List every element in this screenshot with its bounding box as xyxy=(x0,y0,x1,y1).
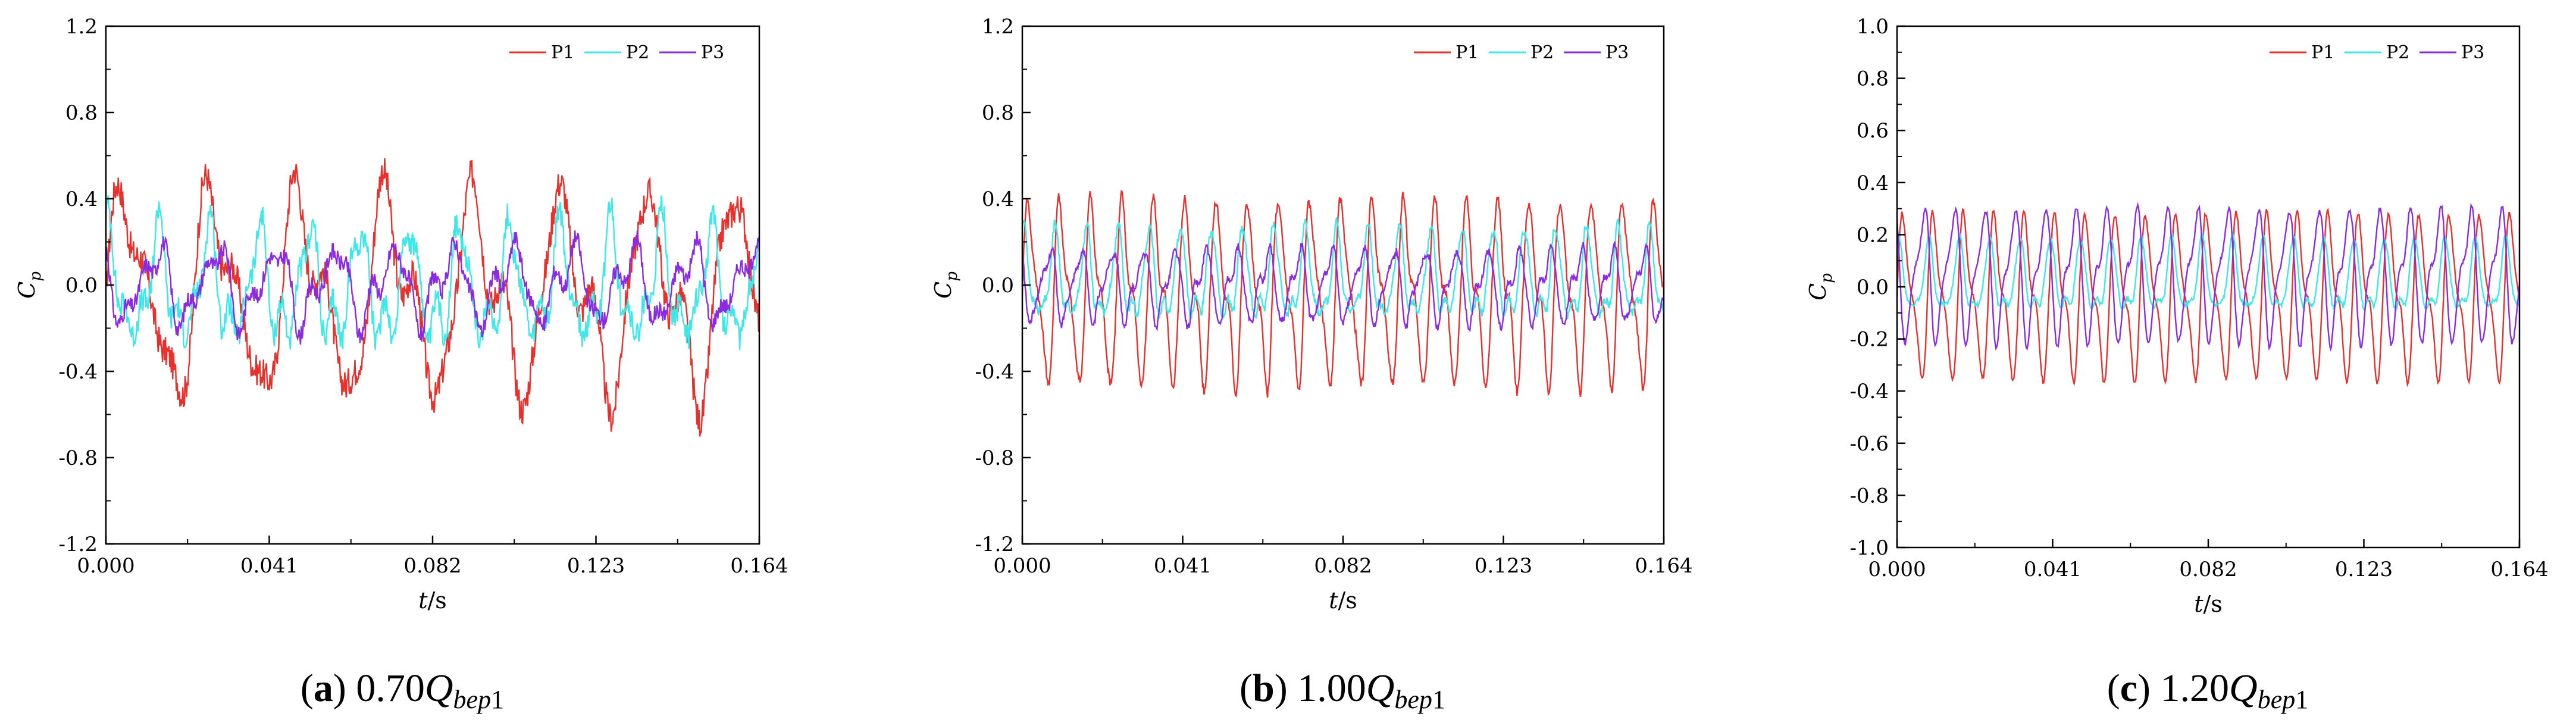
chart-panel-a: -1.2 -0.8 -0.4 0.0 0.4 0.8 1.2 0.000 0.041 0.082 0… xyxy=(14,15,788,714)
chart-panel-c: -1.0 -0.8 -0.6 -0.4 -0.2 0.0 0.2 0.4 0.6 0.8 1.0 0.… xyxy=(1805,15,2549,714)
legend-label-p3: P3 xyxy=(701,42,724,63)
y-axis-label: Cp xyxy=(1805,273,1836,301)
x-tick-label: 0.164 xyxy=(1635,554,1692,578)
legend-label-p3: P3 xyxy=(1605,42,1629,63)
y-tick-label: -1.2 xyxy=(975,533,1014,556)
y-tick-label: -0.8 xyxy=(975,446,1014,470)
panel-caption: (b) 1.00Qbep1 xyxy=(1240,666,1445,714)
y-tick-label: 1.2 xyxy=(982,15,1014,39)
y-tick-label: -0.4 xyxy=(58,360,98,384)
y-tick-label: 0.8 xyxy=(982,101,1014,125)
x-tick-label: 0.123 xyxy=(2335,558,2393,581)
x-tick-label: 0.082 xyxy=(2179,558,2237,581)
series-line-p3 xyxy=(1897,202,2519,352)
y-tick-label: 0.4 xyxy=(982,187,1014,211)
series-line-p1 xyxy=(1022,189,1664,398)
y-tick-label: 0.4 xyxy=(65,187,98,211)
panel-caption: (c) 1.20Qbep1 xyxy=(2107,666,2308,714)
legend: P1 P2 P3 xyxy=(2270,42,2484,63)
x-tick-label: 0.000 xyxy=(1868,558,1926,581)
y-tick-label: 0.8 xyxy=(1857,67,1889,91)
x-tick-label: 0.041 xyxy=(2024,558,2082,581)
legend-label-p1: P1 xyxy=(1456,42,1479,63)
legend-label-p3: P3 xyxy=(2461,42,2484,63)
chart-panel-b: -1.2 -0.8 -0.4 0.0 0.4 0.8 1.2 0.000 0.041 0.082 0… xyxy=(930,15,1693,714)
series-group xyxy=(1897,202,2519,387)
x-tick-label: 0.164 xyxy=(2490,558,2548,581)
y-tick-label: 0.4 xyxy=(1857,171,1889,195)
y-tick-label: -0.4 xyxy=(975,360,1014,384)
x-axis-label: t/s xyxy=(418,587,447,614)
y-axis-label: Cp xyxy=(930,271,961,299)
y-tick-label: 0.0 xyxy=(65,274,98,298)
series-line-p2 xyxy=(106,195,759,351)
x-tick-label: 0.123 xyxy=(1475,554,1532,578)
x-tick-label: 0.082 xyxy=(1314,554,1372,578)
y-axis-label: Cp xyxy=(14,271,45,299)
x-tick-label: 0.000 xyxy=(77,554,134,578)
y-tick-label: -1.2 xyxy=(58,533,98,556)
y-tick-label: 0.2 xyxy=(1857,223,1889,247)
series-line-p2 xyxy=(1022,217,1664,320)
y-tick-label: -0.6 xyxy=(1849,432,1889,456)
x-axis-label: t/s xyxy=(2194,591,2223,617)
y-tick-label: 0.8 xyxy=(65,101,98,125)
series-group xyxy=(1022,189,1664,398)
series-line-p1 xyxy=(106,158,759,437)
series-line-p1 xyxy=(1897,208,2519,387)
series-group xyxy=(106,158,759,437)
y-tick-label: -0.8 xyxy=(1849,484,1889,508)
x-tick-label: 0.041 xyxy=(1154,554,1212,578)
legend-label-p1: P1 xyxy=(2311,42,2334,63)
x-axis-label: t/s xyxy=(1329,587,1357,614)
legend-label-p1: P1 xyxy=(551,42,574,63)
series-line-p3 xyxy=(1022,241,1664,333)
y-tick-label: -1.0 xyxy=(1849,536,1889,560)
y-tick-label: -0.2 xyxy=(1849,328,1889,352)
series-line-p3 xyxy=(106,230,759,345)
y-tick-label: 0.6 xyxy=(1857,119,1889,143)
legend: P1 P2 P3 xyxy=(509,42,724,63)
x-tick-label: 0.164 xyxy=(730,554,788,578)
legend-label-p2: P2 xyxy=(626,42,649,63)
y-tick-label: 0.0 xyxy=(982,274,1014,298)
y-tick-label: 1.0 xyxy=(1857,15,1889,39)
panel-caption: (a) 0.70Qbep1 xyxy=(301,666,504,714)
y-tick-label: -0.8 xyxy=(58,446,98,470)
y-tick-label: 1.2 xyxy=(65,15,98,39)
y-tick-label: -0.4 xyxy=(1849,380,1889,403)
y-tick-label: 0.0 xyxy=(1857,276,1889,299)
legend-label-p2: P2 xyxy=(1530,42,1554,63)
x-tick-label: 0.123 xyxy=(567,554,625,578)
x-tick-label: 0.082 xyxy=(403,554,461,578)
x-tick-label: 0.041 xyxy=(240,554,298,578)
legend-label-p2: P2 xyxy=(2386,42,2409,63)
x-tick-label: 0.000 xyxy=(993,554,1051,578)
legend: P1 P2 P3 xyxy=(1414,42,1629,63)
